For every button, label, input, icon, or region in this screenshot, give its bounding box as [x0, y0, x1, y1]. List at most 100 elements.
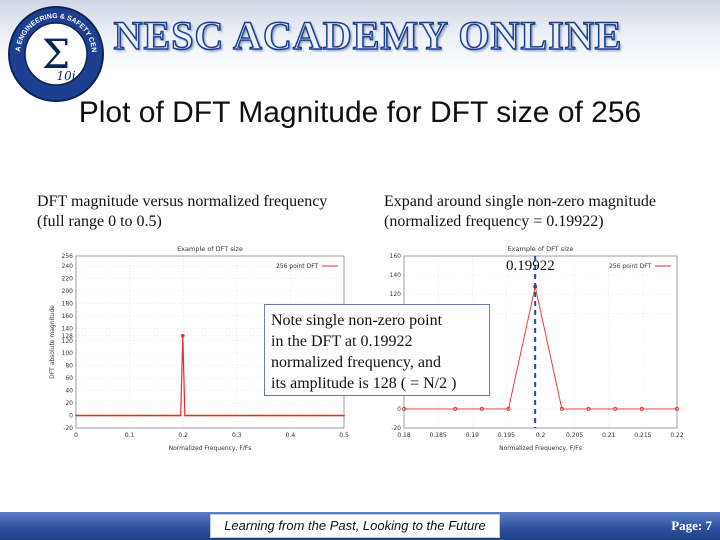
y-tick-label: 20	[65, 400, 73, 407]
brand-title: NESC ACADEMY ONLINE	[113, 12, 623, 59]
data-point	[169, 414, 172, 417]
data-point	[119, 414, 121, 417]
data-point	[186, 414, 188, 417]
data-point	[117, 414, 119, 417]
legend-label: 256 point DFT	[609, 263, 652, 270]
data-point	[104, 414, 107, 417]
data-point	[112, 414, 115, 417]
data-point	[506, 406, 511, 411]
data-point	[209, 414, 211, 417]
data-point	[221, 414, 224, 417]
data-point	[207, 414, 209, 417]
data-point	[453, 406, 458, 411]
x-tick-label: 0.205	[566, 432, 583, 439]
data-point	[328, 414, 331, 417]
data-point	[223, 414, 226, 417]
data-point	[318, 414, 320, 417]
annotation-note: Note single non-zero point in the DFT at…	[264, 304, 490, 396]
data-point	[479, 406, 484, 411]
data-point	[322, 414, 324, 417]
left-plot-caption: DFT magnitude versus normalized frequenc…	[37, 193, 328, 230]
y-tick-label: 160	[390, 253, 402, 260]
data-point	[282, 414, 285, 417]
data-point	[292, 414, 295, 417]
data-point	[343, 414, 345, 417]
data-point	[255, 414, 257, 417]
data-point	[163, 414, 165, 417]
page-number: Page: 7	[671, 518, 712, 533]
data-point	[303, 414, 306, 417]
y-tick-label: 140	[390, 272, 402, 279]
y-tick-label: 200	[62, 288, 74, 295]
data-point	[114, 414, 117, 417]
data-point	[315, 414, 318, 417]
data-point	[108, 414, 111, 417]
data-point	[83, 414, 86, 417]
data-point	[219, 414, 222, 417]
y-tick-label: 220	[62, 275, 74, 282]
logo-symbol: Σ	[42, 32, 70, 78]
data-point	[334, 414, 337, 417]
data-point	[177, 414, 180, 417]
x-tick-label: 0.185	[430, 432, 447, 439]
y-tick-label: 40	[65, 388, 73, 395]
data-point	[339, 414, 341, 417]
x-tick-label: 0.19	[466, 432, 480, 439]
x-tick-label: 0.21	[602, 432, 616, 439]
right-plot-caption: Expand around single non-zero magnitude …	[384, 193, 656, 230]
data-point	[586, 406, 591, 411]
data-point	[297, 414, 299, 417]
y-tick-label: 80	[65, 363, 73, 370]
y-tick-label: 100	[62, 350, 74, 357]
data-point	[674, 406, 679, 411]
data-point	[230, 414, 232, 417]
y-tick-label: 140	[62, 325, 74, 332]
nesc-logo: NASA ENGINEERING & SAFETY CENTER ENGINEE…	[6, 4, 104, 102]
data-point	[96, 414, 98, 417]
y-tick-label: 0	[69, 413, 73, 420]
data-point	[142, 414, 144, 417]
data-point	[324, 414, 326, 417]
y-tick-label: -20	[391, 425, 401, 432]
data-point	[213, 414, 215, 417]
data-point	[248, 414, 251, 417]
data-point	[81, 414, 84, 417]
data-point	[167, 414, 169, 417]
data-point	[225, 414, 228, 417]
data-point	[232, 414, 234, 417]
data-point	[94, 414, 96, 417]
data-point	[138, 414, 140, 417]
data-point	[205, 414, 207, 417]
data-point	[613, 406, 618, 411]
data-point	[259, 414, 262, 417]
data-point	[299, 414, 301, 417]
data-point	[238, 414, 241, 417]
data-point	[240, 414, 243, 417]
y-tick-label: 120	[390, 291, 402, 298]
plot-title: Example of DFT size	[177, 245, 243, 253]
data-point	[276, 414, 278, 417]
data-point	[301, 414, 303, 417]
data-point	[194, 414, 197, 417]
data-point	[152, 414, 155, 417]
data-point	[129, 414, 132, 417]
data-point	[184, 414, 186, 417]
data-point	[102, 414, 105, 417]
data-point	[75, 414, 77, 417]
data-point	[336, 414, 339, 417]
data-point	[127, 414, 130, 417]
data-point	[272, 414, 274, 417]
data-point	[150, 414, 153, 417]
legend-label: 256 point DFT	[276, 263, 319, 270]
data-point	[280, 414, 282, 417]
plot-title: Example of DFT size	[508, 245, 574, 253]
series-line	[404, 286, 677, 410]
x-tick-label: 0.18	[397, 432, 411, 439]
data-point	[133, 414, 136, 417]
data-point	[330, 414, 333, 417]
data-point	[171, 414, 174, 417]
x-axis-label: Normalized Frequency, F/Fs	[499, 445, 582, 452]
x-tick-label: 0.4	[286, 432, 296, 439]
data-point	[288, 414, 291, 417]
data-point	[236, 414, 239, 417]
